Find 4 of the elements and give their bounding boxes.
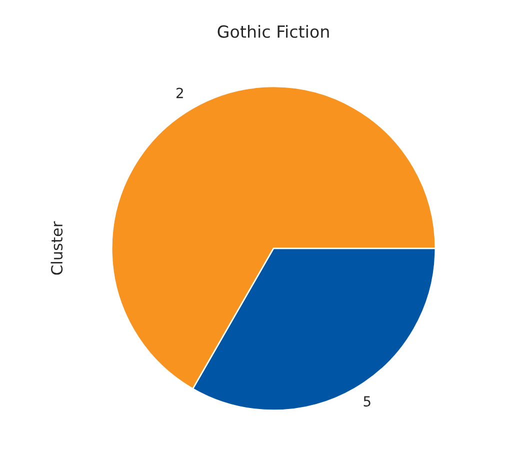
text: Cluster <box>50 221 63 275</box>
chart-title: Gothic Fiction <box>218 25 329 38</box>
slice-label: 5 <box>364 396 370 407</box>
slice-label: 2 <box>176 88 183 98</box>
